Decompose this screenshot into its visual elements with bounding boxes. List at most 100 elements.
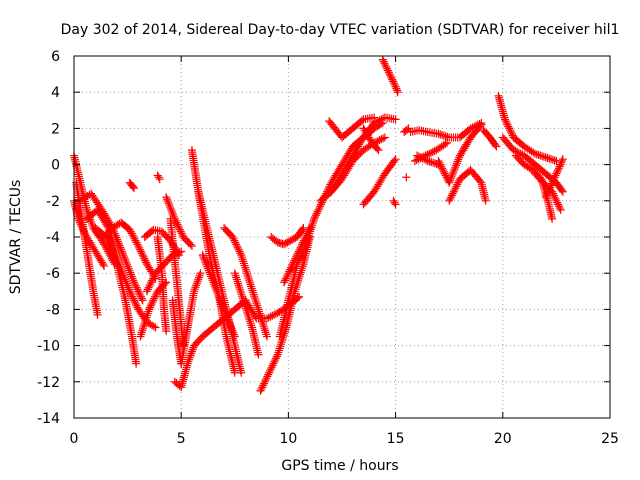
data-point — [556, 205, 565, 214]
data-point — [109, 252, 118, 261]
data-point — [551, 194, 560, 203]
x-tick-label: 25 — [601, 431, 619, 447]
data-point — [557, 186, 566, 195]
data-point — [553, 198, 562, 207]
data-point — [176, 227, 185, 236]
data-point — [199, 253, 208, 262]
data-point — [132, 359, 141, 368]
data-point — [136, 292, 145, 301]
data-point — [259, 381, 268, 390]
axis-ticks: 0 5 10 15 20 25 -14 -12 -10 -8 -6 -4 -2 0 2 4 6 — [37, 49, 619, 447]
data-point — [357, 116, 366, 125]
data-point — [555, 162, 564, 171]
data-point — [217, 299, 226, 308]
data-point — [315, 204, 324, 213]
data-point — [438, 131, 447, 140]
data-point — [556, 160, 565, 169]
data-point — [427, 158, 436, 167]
data-series-track-49 — [541, 155, 567, 202]
data-point — [123, 262, 132, 271]
data-point — [230, 236, 239, 245]
data-point — [132, 283, 141, 292]
data-point — [443, 138, 452, 147]
data-point — [545, 154, 554, 163]
y-tick-label: -14 — [37, 411, 60, 427]
data-point — [439, 131, 448, 140]
data-series-track-33 — [359, 155, 400, 209]
data-point — [450, 165, 459, 174]
data-point — [77, 222, 86, 231]
y-tick-label: 4 — [51, 85, 60, 101]
data-point — [105, 240, 114, 249]
data-point — [208, 276, 217, 285]
data-point — [410, 156, 419, 165]
data-point — [200, 254, 209, 263]
data-point — [168, 208, 177, 217]
data-point — [380, 59, 389, 68]
data-point — [138, 296, 147, 305]
data-point — [439, 167, 448, 176]
data-point — [293, 258, 302, 267]
data-point — [504, 122, 513, 131]
data-point — [146, 280, 155, 289]
data-point — [295, 254, 304, 263]
data-point — [445, 178, 454, 187]
data-point — [254, 350, 263, 359]
data-point — [509, 146, 518, 155]
data-point — [491, 140, 500, 149]
data-point — [142, 258, 151, 267]
data-point — [538, 152, 547, 161]
data-series-track-17 — [170, 296, 250, 392]
data-point — [447, 172, 456, 181]
data-point — [414, 152, 423, 161]
y-tick-label: 0 — [51, 158, 60, 174]
data-point — [447, 191, 456, 200]
data-point — [390, 198, 399, 207]
data-point — [192, 279, 201, 288]
data-point — [136, 245, 145, 254]
data-point — [118, 249, 127, 258]
data-point — [155, 175, 164, 184]
data-point — [558, 155, 567, 164]
data-point — [441, 140, 450, 149]
data-point — [313, 207, 322, 216]
data-point — [506, 128, 515, 137]
data-point — [557, 158, 566, 167]
data-series-track-13 — [153, 171, 164, 184]
data-point — [271, 356, 280, 365]
data-series-track-40 — [413, 151, 443, 169]
data-series-track-26 — [267, 223, 308, 249]
data-point — [256, 386, 265, 395]
data-point — [149, 296, 158, 305]
data-point — [536, 151, 545, 160]
data-point — [148, 274, 157, 283]
data-point — [230, 330, 239, 339]
data-point — [125, 266, 134, 275]
data-point — [111, 256, 120, 265]
data-point — [79, 225, 88, 234]
data-point — [300, 243, 309, 252]
data-point — [194, 275, 203, 284]
data-point — [191, 283, 200, 292]
x-tick-label: 20 — [494, 431, 512, 447]
data-point — [542, 191, 551, 200]
data-point — [371, 118, 380, 127]
data-series-track-08 — [125, 178, 139, 193]
data-point — [226, 322, 235, 331]
data-point — [173, 220, 182, 229]
data-point — [416, 153, 425, 162]
x-axis-label: GPS time / hours — [281, 458, 398, 474]
data-point — [87, 217, 96, 226]
data-point — [455, 153, 464, 162]
data-point — [175, 225, 184, 234]
data-point — [185, 355, 194, 364]
data-point — [110, 254, 119, 263]
data-point — [388, 75, 397, 84]
data-point — [548, 155, 557, 164]
data-point — [229, 234, 238, 243]
data-point — [377, 135, 386, 144]
data-point — [554, 164, 563, 173]
data-point — [126, 268, 135, 277]
data-point — [532, 150, 541, 159]
